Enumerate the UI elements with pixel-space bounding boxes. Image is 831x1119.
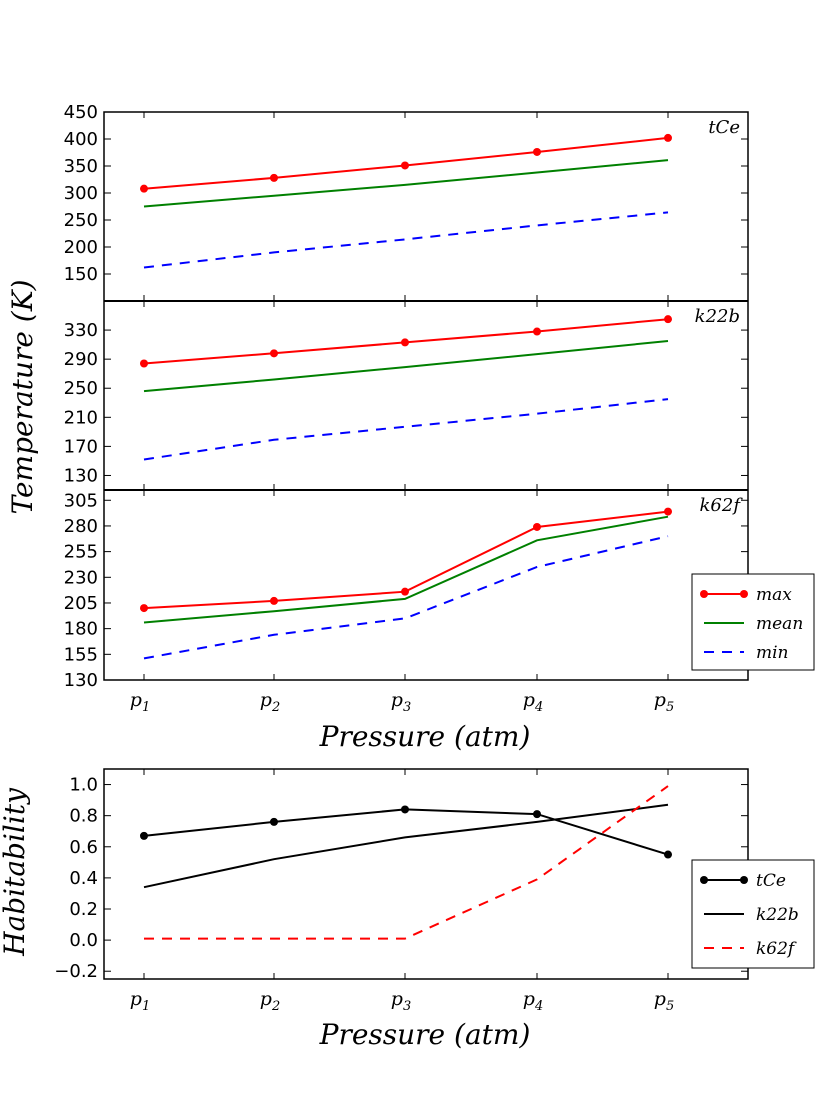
y-tick-label: 130 [64,670,98,691]
y-axis-label-temperature: Temperature (K) [6,279,39,514]
data-point-max [401,587,409,596]
legend-marker [700,876,708,884]
series-line-k22b [143,803,669,889]
legend-marker [700,590,708,598]
data-point-tCe [533,810,541,819]
data-point-max [270,349,278,358]
x-tick-label: p4 [523,689,543,715]
data-point-max [664,133,672,142]
legend-label-mean: mean [756,614,803,634]
y-tick-label: 250 [64,210,98,231]
data-point-max [401,338,409,347]
y-tick-label: −0.2 [54,961,98,982]
y-tick-label: 400 [64,129,98,150]
data-point-max [140,184,148,193]
data-point-max [664,507,672,516]
legend-label-k62f: k62f [756,939,797,959]
data-point-max [533,522,541,531]
x-tick-label: p5 [654,689,674,715]
series-line-mean [143,515,669,624]
series-line-min [143,211,669,269]
legend-label-min: min [756,643,789,663]
series-line-min [143,398,669,461]
data-point-tCe [664,850,672,859]
x-tick-label: p3 [391,689,411,715]
y-tick-label: 155 [64,644,98,665]
y-tick-label: 0.6 [69,837,98,858]
y-tick-label: 180 [64,619,98,640]
data-point-max [140,359,148,368]
y-tick-label: 305 [64,490,98,511]
x-tick-label: p4 [523,988,543,1014]
data-point-max [533,327,541,336]
legend-label-k22b: k22b [756,905,799,925]
series-line-min [143,535,669,660]
data-point-max [401,161,409,170]
y-tick-label: 250 [64,378,98,399]
x-tick-label: p5 [654,988,674,1014]
y-tick-label: 290 [64,349,98,370]
y-tick-label: 130 [64,465,98,486]
series-line-tCe [143,808,669,856]
y-tick-label: 300 [64,183,98,204]
y-tick-label: 200 [64,237,98,258]
x-tick-label: p2 [260,988,280,1014]
data-point-max [664,315,672,324]
panel-label: tCe [708,117,740,138]
y-tick-label: 280 [64,516,98,537]
data-point-tCe [270,817,278,826]
data-point-max [270,596,278,605]
temperature-axes-frame [103,111,749,681]
y-tick-label: 450 [64,102,98,123]
panel-label: k62f [700,495,744,516]
y-tick-label: 150 [64,264,98,285]
series-line-mean [143,159,669,208]
legend-marker [740,590,748,598]
x-axis-label-habitability: Pressure (atm) [319,1018,531,1051]
x-tick-label: p3 [391,988,411,1014]
y-tick-label: 205 [64,593,98,614]
data-point-max [533,147,541,156]
legend-marker [740,876,748,884]
y-tick-label: 0.8 [69,806,98,827]
y-tick-label: 330 [64,320,98,341]
series-line-mean [143,340,669,393]
series-line-k62f [144,785,669,940]
x-tick-label: p1 [130,988,150,1014]
legend-label-tCe: tCe [756,871,786,891]
y-tick-label: 0.4 [69,868,98,889]
x-axis-label-temperature: Pressure (atm) [319,720,531,753]
y-tick-label: 0.2 [69,899,98,920]
panel-label: k22b [695,306,740,327]
data-point-tCe [401,805,409,814]
y-tick-label: 255 [64,542,98,563]
data-point-tCe [140,831,148,840]
x-tick-label: p1 [130,689,150,715]
y-tick-label: 1.0 [69,775,98,796]
y-axis-label-habitability: Habitability [0,787,31,957]
legend-label-max: max [756,585,792,605]
x-tick-label: p2 [260,689,280,715]
data-point-max [270,173,278,182]
y-tick-label: 230 [64,567,98,588]
y-tick-label: 350 [64,156,98,177]
y-tick-label: 210 [64,407,98,428]
y-tick-label: 0.0 [69,930,98,951]
y-tick-label: 170 [64,436,98,457]
data-point-max [140,604,148,613]
